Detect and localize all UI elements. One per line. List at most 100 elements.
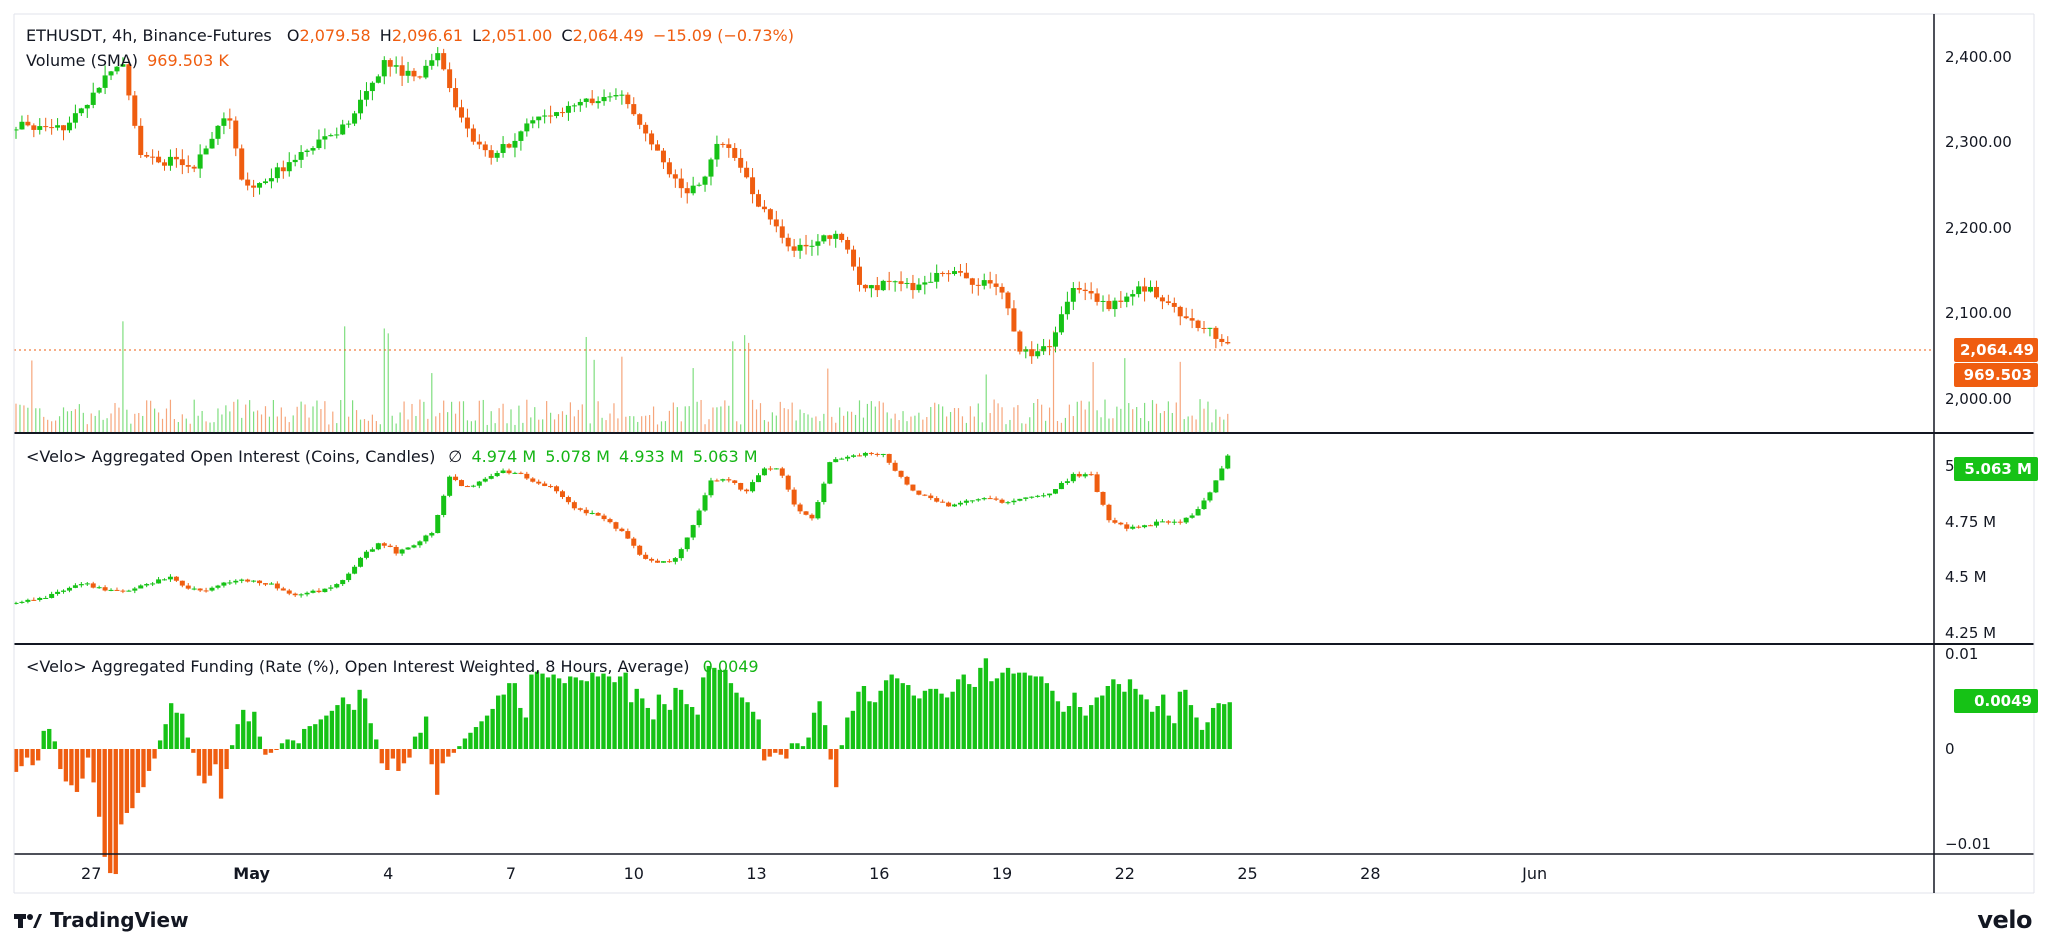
funding-bar <box>900 683 905 749</box>
volume-bar <box>494 423 496 433</box>
funding-bar <box>1061 711 1066 749</box>
volume-bar <box>534 407 536 433</box>
volume-bar <box>304 404 306 433</box>
oi-candle-body <box>542 483 548 487</box>
price-axis-tick: 2,300.00 <box>1945 133 2012 152</box>
oi-label[interactable]: <Velo> Aggregated Open Interest (Coins, … <box>26 447 436 466</box>
price-candle-body <box>571 105 577 107</box>
volume-bar <box>1132 409 1134 433</box>
volume-bar <box>1155 403 1158 433</box>
funding-bar <box>756 719 761 749</box>
volume-bar <box>462 401 465 433</box>
price-candle-body <box>637 114 643 125</box>
price-candle-body <box>494 152 500 158</box>
volume-bar <box>1207 401 1209 433</box>
volume-bar <box>542 419 544 433</box>
tradingview-logo[interactable]: TradingView <box>14 908 189 932</box>
price-candle-body <box>1041 346 1047 352</box>
volume-bar <box>201 410 203 433</box>
volume-bar <box>854 414 857 433</box>
volume-bar <box>751 399 754 433</box>
funding-bar <box>318 719 323 749</box>
funding-bar <box>30 749 35 766</box>
volume-bar <box>763 420 766 433</box>
tradingview-logo-text: TradingView <box>50 908 189 932</box>
volume-bar <box>1060 422 1063 433</box>
price-candle-body <box>922 282 928 285</box>
volume-bar <box>284 416 286 433</box>
oi-candle-body <box>756 475 761 483</box>
time-axis-tick: Jun <box>1522 864 1548 883</box>
volume-bar <box>241 417 243 433</box>
volume-bar <box>910 416 912 433</box>
price-candle-body <box>565 105 571 113</box>
funding-bar <box>834 749 839 788</box>
oi-candle-body <box>411 545 417 548</box>
price-candle-body <box>856 266 862 285</box>
price-candle-body <box>702 176 708 185</box>
price-candle-body <box>405 70 411 76</box>
price-candle-body <box>381 60 387 77</box>
volume-bar <box>237 399 239 433</box>
volume-bar <box>1005 424 1007 433</box>
oi-candle-body <box>934 498 940 502</box>
volume-bar <box>906 421 908 433</box>
oi-candle-body <box>221 582 227 586</box>
volume-bar <box>1159 413 1162 433</box>
volume-bar <box>862 417 865 433</box>
funding-bar <box>1227 702 1232 749</box>
volume-bar <box>78 404 80 433</box>
oi-axis-tick: 4.75 M <box>1945 512 1997 531</box>
volume-bar <box>953 407 956 433</box>
volume-bar <box>530 417 532 433</box>
funding-bar <box>24 749 30 758</box>
last-funding-tag: 0.0049 <box>1954 689 2038 713</box>
oi-candle-body <box>150 583 156 585</box>
funding-bar <box>645 707 650 749</box>
price-candle-body <box>601 96 607 102</box>
funding-bar <box>1111 679 1116 749</box>
volume-bar <box>522 422 524 433</box>
oi-candle-body <box>1005 502 1011 504</box>
funding-bar <box>789 743 795 749</box>
funding-label[interactable]: <Velo> Aggregated Funding (Rate (%), Ope… <box>26 657 690 676</box>
funding-bar <box>52 741 57 749</box>
velo-logo[interactable]: velo <box>1977 906 2032 934</box>
oi-candle-body <box>868 452 874 454</box>
volume-bar <box>1096 410 1098 433</box>
funding-bar <box>734 692 739 749</box>
oi-candle-body <box>1088 474 1094 476</box>
funding-bar <box>379 749 384 764</box>
oi-candle-body <box>1017 498 1023 501</box>
funding-bar <box>180 713 185 749</box>
funding-bar <box>418 732 423 749</box>
oi-candle-body <box>179 580 185 586</box>
funding-bar <box>1222 704 1227 749</box>
funding-bar <box>1105 686 1110 749</box>
volume-bar <box>973 416 975 433</box>
price-candle-body <box>239 148 245 180</box>
volume-bar <box>613 403 615 433</box>
volume-bar <box>728 405 730 433</box>
volume-bar <box>415 415 417 433</box>
volume-bar <box>1025 423 1027 433</box>
oi-candle-body <box>441 495 447 515</box>
volume-bar <box>1144 402 1146 433</box>
funding-bar <box>556 678 562 749</box>
volume-bar <box>292 415 294 433</box>
volume-bar <box>819 421 821 433</box>
symbol-label[interactable]: ETHUSDT, 4h, Binance-Futures <box>26 26 272 45</box>
oi-candle-body <box>714 480 720 482</box>
price-candle-body <box>649 133 655 145</box>
oi-candle-body <box>132 588 138 591</box>
funding-bar <box>828 749 833 760</box>
oi-candle-body <box>952 504 958 507</box>
price-candle-body <box>750 177 756 195</box>
funding-bar <box>673 687 678 749</box>
volume-bar <box>831 416 833 433</box>
volume-label[interactable]: Volume (SMA) <box>26 51 138 70</box>
volume-bar <box>197 415 199 433</box>
funding-bar <box>595 676 601 749</box>
oi-candle-body <box>55 591 61 594</box>
